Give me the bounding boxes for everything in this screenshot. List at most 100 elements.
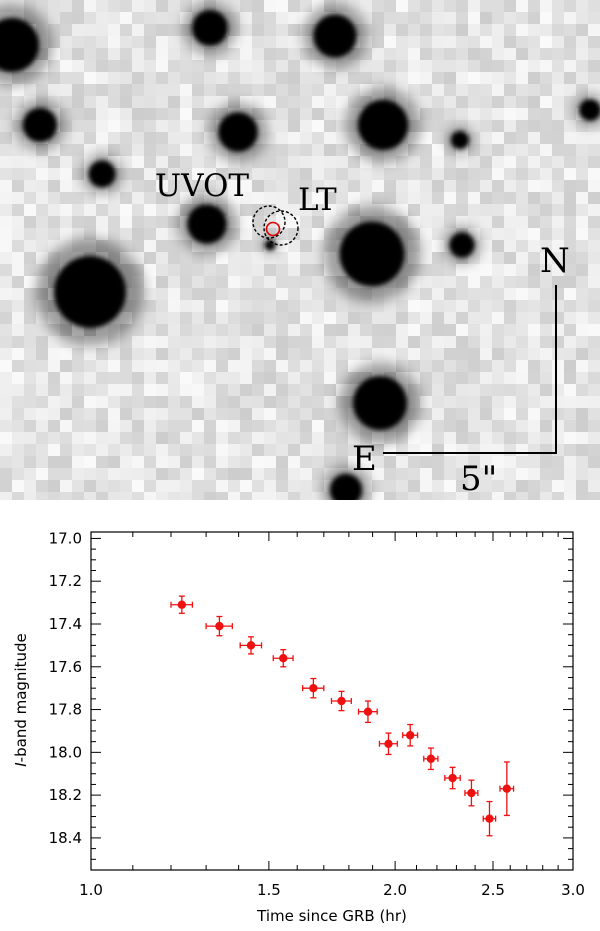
sky-pixel — [36, 372, 48, 384]
sky-pixel — [504, 84, 516, 96]
sky-pixel — [300, 408, 312, 420]
sky-pixel — [552, 120, 564, 132]
sky-pixel — [408, 324, 420, 336]
sky-pixel — [516, 0, 528, 12]
sky-pixel — [564, 204, 576, 216]
sky-pixel — [204, 72, 216, 84]
sky-pixel — [120, 84, 132, 96]
sky-pixel — [168, 108, 180, 120]
sky-pixel — [300, 288, 312, 300]
sky-pixel — [204, 468, 216, 480]
sky-pixel — [156, 36, 168, 48]
sky-pixel — [540, 36, 552, 48]
sky-pixel — [516, 396, 528, 408]
sky-pixel — [300, 144, 312, 156]
sky-pixel — [444, 432, 456, 444]
sky-pixel — [528, 276, 540, 288]
sky-pixel — [144, 12, 156, 24]
sky-pixel — [288, 228, 300, 240]
sky-pixel — [384, 468, 396, 480]
sky-pixel — [24, 204, 36, 216]
sky-pixel — [276, 12, 288, 24]
sky-pixel — [144, 480, 156, 492]
sky-pixel — [564, 168, 576, 180]
sky-pixel — [0, 240, 12, 252]
sky-pixel — [108, 96, 120, 108]
sky-pixel — [396, 312, 408, 324]
sky-pixel — [168, 288, 180, 300]
sky-pixel — [300, 192, 312, 204]
y-tick-label: 17.2 — [49, 572, 82, 590]
sky-pixel — [456, 0, 468, 12]
sky-pixel — [564, 228, 576, 240]
sky-pixel — [432, 0, 444, 12]
sky-pixel — [324, 384, 336, 396]
sky-pixel — [168, 300, 180, 312]
sky-pixel — [72, 492, 84, 504]
star — [451, 131, 469, 149]
sky-pixel — [372, 180, 384, 192]
sky-pixel — [408, 48, 420, 60]
sky-pixel — [504, 96, 516, 108]
sky-pixel — [456, 36, 468, 48]
sky-pixel — [540, 60, 552, 72]
sky-pixel — [48, 492, 60, 504]
sky-pixel — [324, 108, 336, 120]
sky-pixel — [72, 384, 84, 396]
sky-pixel — [144, 456, 156, 468]
sky-pixel — [576, 48, 588, 60]
plot-frame — [90, 531, 574, 871]
sky-pixel — [588, 0, 600, 12]
sky-pixel — [228, 300, 240, 312]
sky-pixel — [456, 192, 468, 204]
sky-pixel — [516, 192, 528, 204]
sky-pixel — [564, 360, 576, 372]
sky-pixel — [444, 0, 456, 12]
sky-pixel — [216, 60, 228, 72]
sky-pixel — [444, 96, 456, 108]
sky-pixel — [276, 360, 288, 372]
sky-pixel — [444, 24, 456, 36]
sky-pixel — [588, 456, 600, 468]
sky-pixel — [108, 108, 120, 120]
sky-pixel — [144, 420, 156, 432]
sky-pixel — [420, 384, 432, 396]
sky-pixel — [288, 204, 300, 216]
sky-pixel — [516, 492, 528, 504]
sky-pixel — [144, 492, 156, 504]
sky-pixel — [480, 36, 492, 48]
sky-pixel — [0, 336, 12, 348]
sky-pixel — [0, 372, 12, 384]
sky-pixel — [84, 468, 96, 480]
sky-pixel — [552, 384, 564, 396]
sky-pixel — [240, 360, 252, 372]
sky-pixel — [480, 336, 492, 348]
sky-pixel — [72, 372, 84, 384]
sky-pixel — [12, 192, 24, 204]
sky-pixel — [360, 336, 372, 348]
sky-pixel — [372, 60, 384, 72]
sky-pixel — [576, 168, 588, 180]
sky-pixel — [444, 372, 456, 384]
sky-pixel — [324, 348, 336, 360]
sky-pixel — [324, 96, 336, 108]
sky-pixel — [360, 348, 372, 360]
sky-pixel — [12, 156, 24, 168]
sky-pixel — [420, 96, 432, 108]
sky-pixel — [504, 336, 516, 348]
sky-pixel — [108, 12, 120, 24]
sky-pixel — [552, 300, 564, 312]
sky-pixel — [516, 252, 528, 264]
sky-pixel — [516, 408, 528, 420]
sky-pixel — [456, 96, 468, 108]
sky-pixel — [192, 444, 204, 456]
sky-pixel — [288, 72, 300, 84]
sky-pixel — [516, 180, 528, 192]
sky-pixel — [0, 324, 12, 336]
sky-pixel — [372, 192, 384, 204]
sky-pixel — [228, 348, 240, 360]
sky-pixel — [300, 108, 312, 120]
sky-pixel — [468, 72, 480, 84]
sky-pixel — [528, 288, 540, 300]
sky-pixel — [24, 240, 36, 252]
